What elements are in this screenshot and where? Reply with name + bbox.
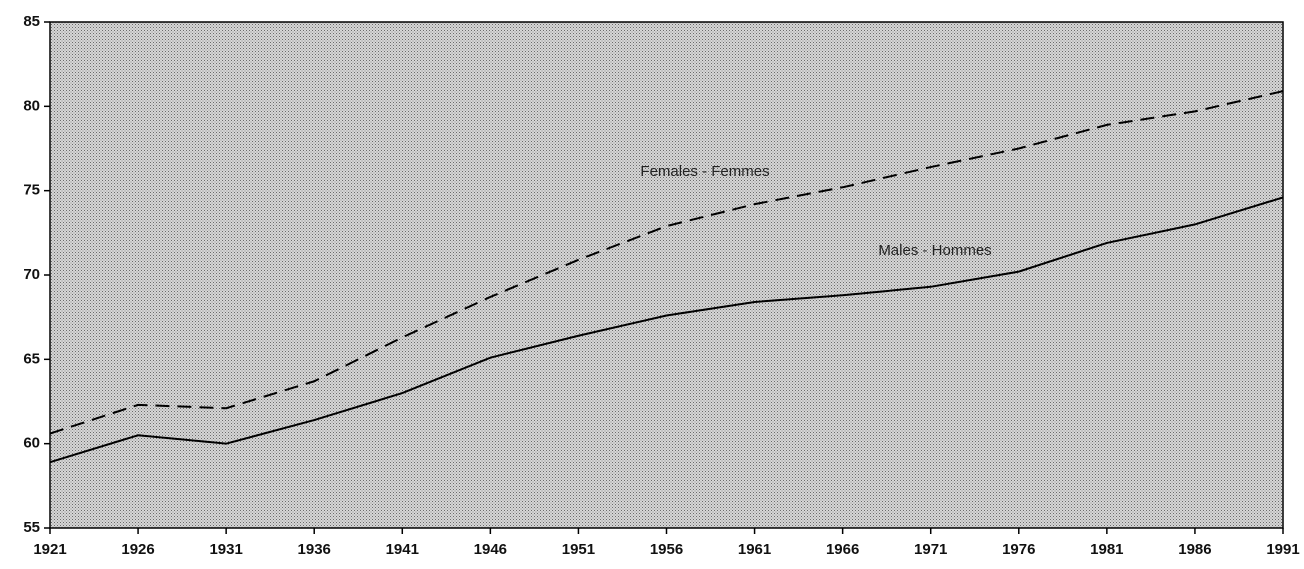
x-tick-label: 1946 [474,541,507,558]
y-tick-label: 60 [23,435,40,452]
x-tick-label: 1921 [33,541,66,558]
x-tick-label: 1941 [386,541,419,558]
x-tick-label: 1961 [738,541,771,558]
series-label: Females - Femmes [640,163,769,180]
series-line [49,90,1284,435]
series-line [49,196,1284,464]
x-tick-label: 1926 [121,541,154,558]
plot-area [49,21,1284,529]
x-tick-label: 1956 [650,541,683,558]
y-tick-label: 80 [23,97,40,114]
x-tick-label: 1966 [826,541,859,558]
x-tick-label: 1951 [562,541,595,558]
y-tick-label: 75 [23,182,40,199]
x-tick-label: 1986 [1178,541,1211,558]
y-tick-label: 70 [23,266,40,283]
y-tick-label: 85 [23,13,40,30]
x-tick-label: 1981 [1090,541,1123,558]
x-tick-label: 1976 [1002,541,1035,558]
y-tick-label: 55 [23,519,40,536]
x-tick-label: 1971 [914,541,947,558]
x-tick-label: 1931 [209,541,242,558]
y-tick-label: 65 [23,350,40,367]
x-tick-label: 1936 [298,541,331,558]
series-label: Males - Hommes [878,242,991,259]
x-tick-label: 1991 [1266,541,1299,558]
